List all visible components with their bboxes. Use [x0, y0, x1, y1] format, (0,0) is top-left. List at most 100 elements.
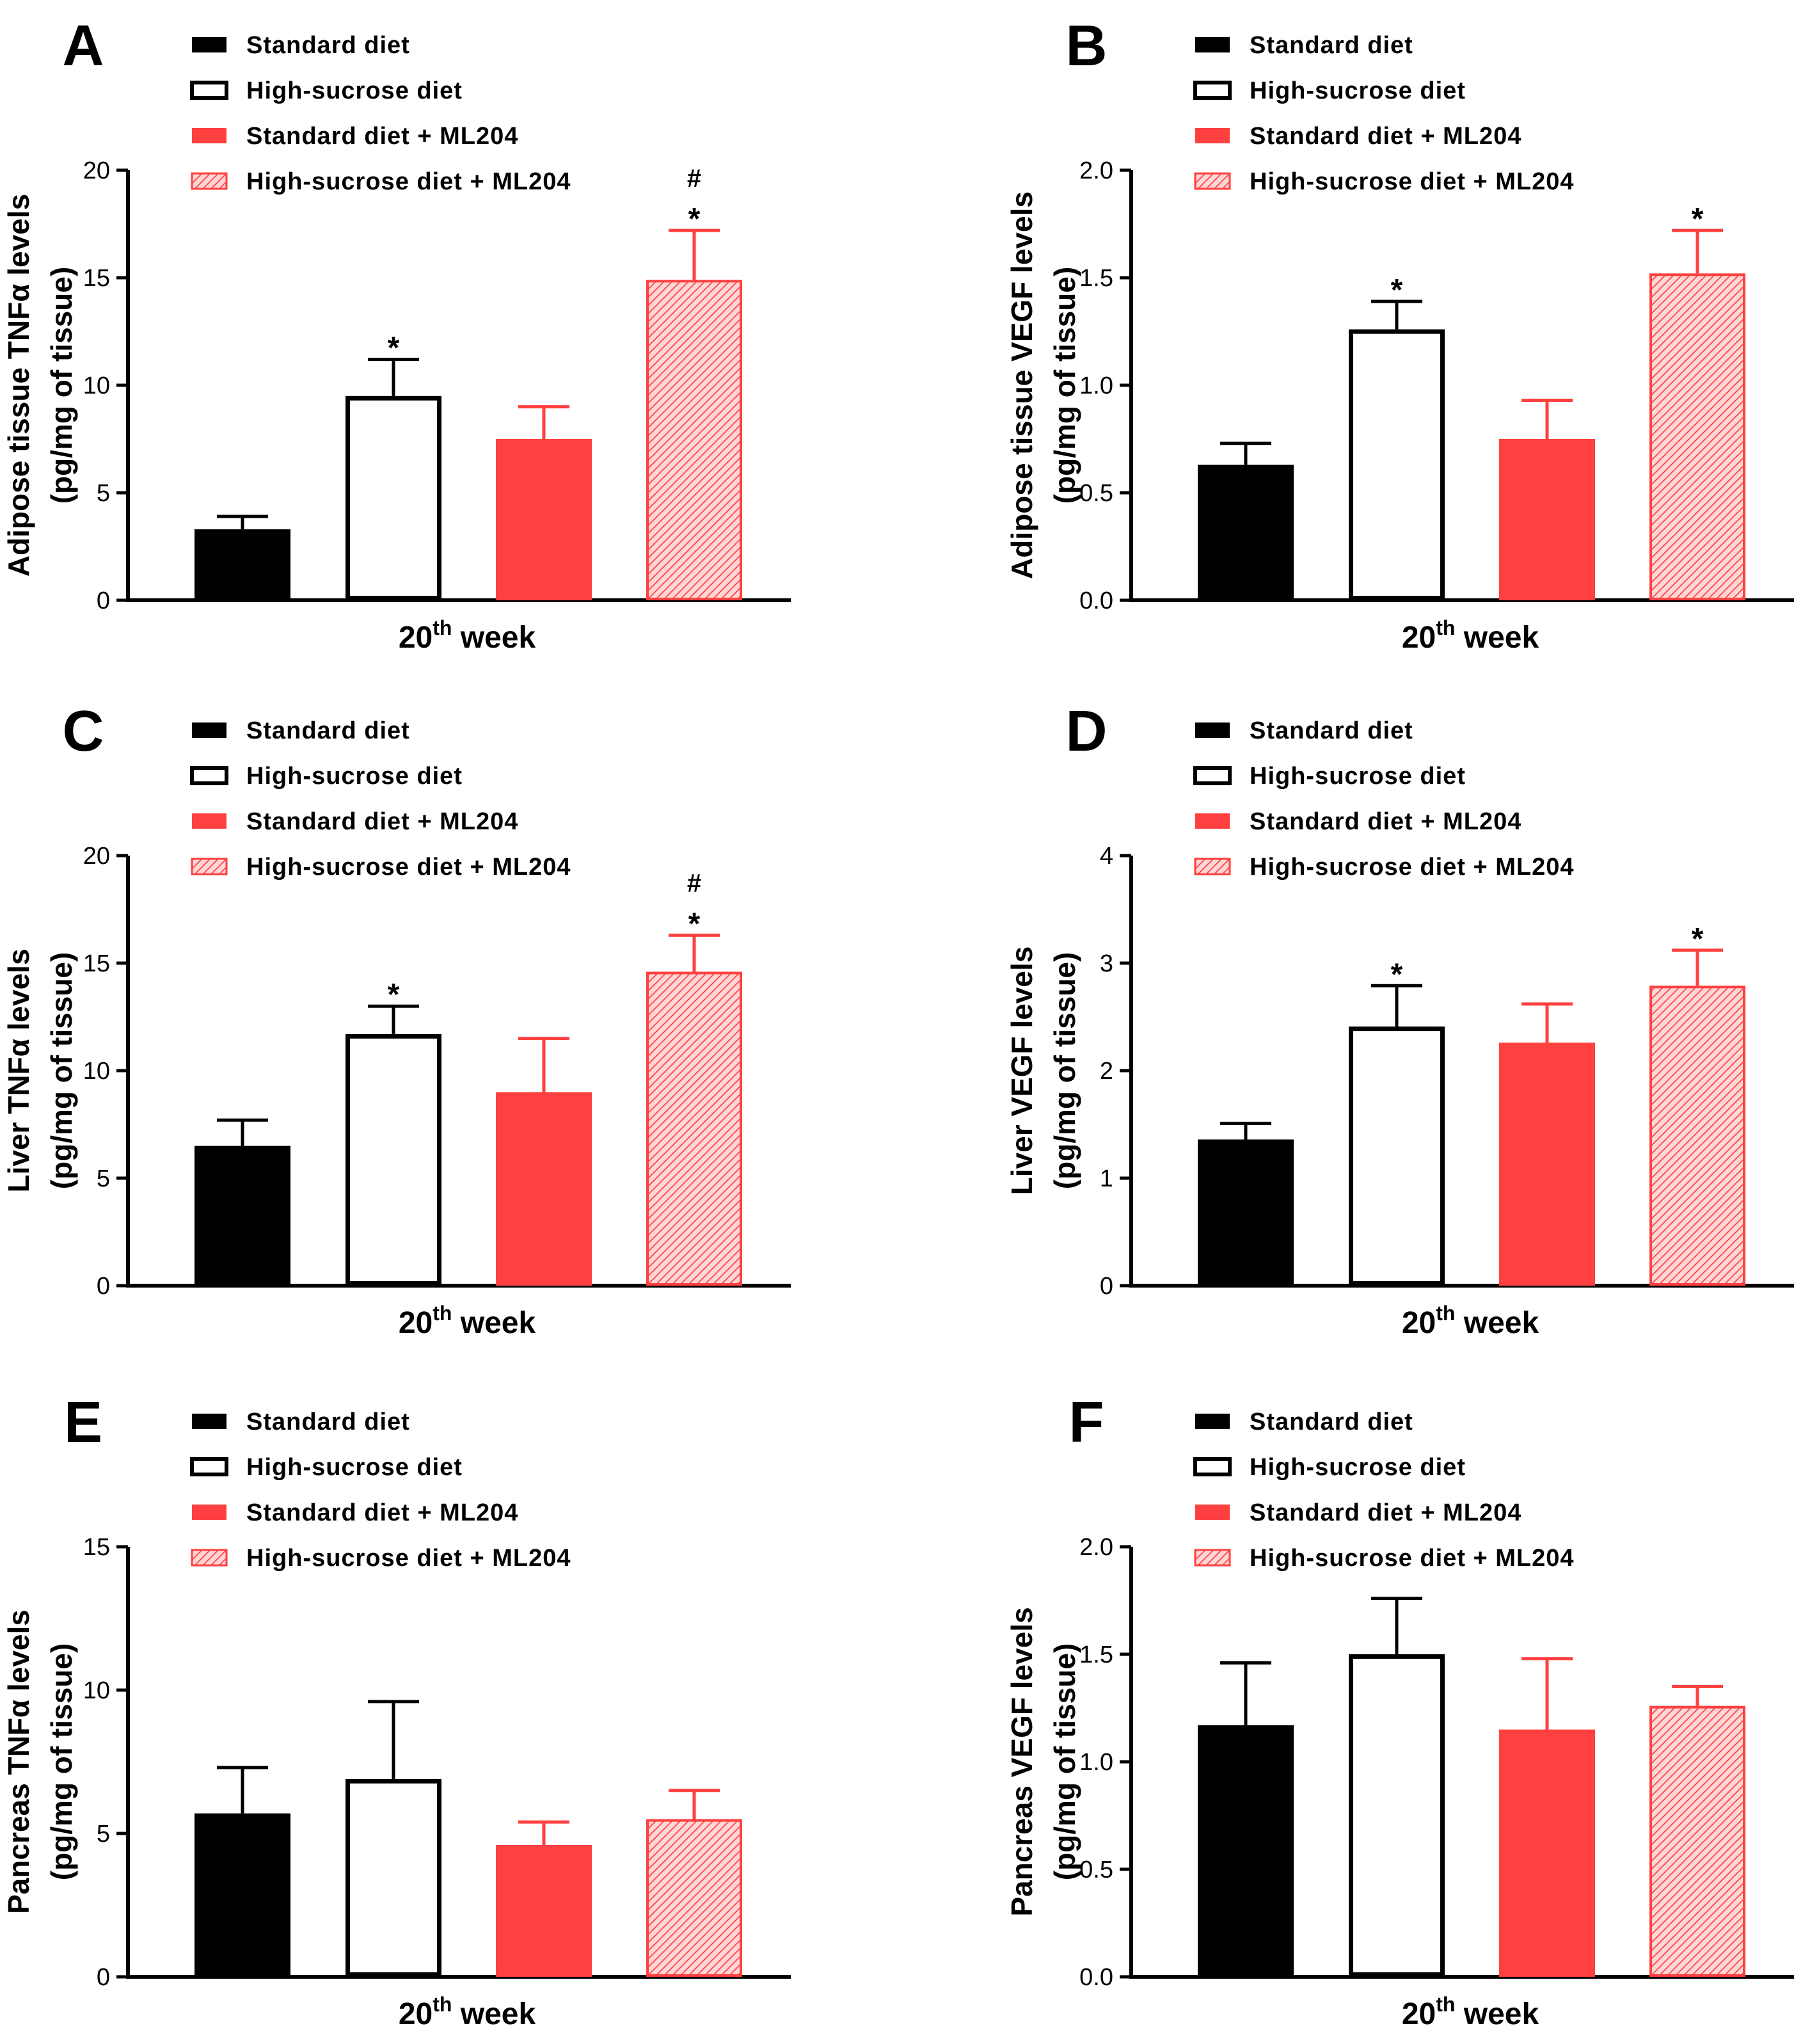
- legend-swatch: [1195, 37, 1230, 52]
- y-tick-label: 20: [83, 843, 110, 870]
- x-group-superscript: th: [433, 616, 452, 639]
- x-group-label: 20th week: [1402, 616, 1539, 655]
- x-group-label: 20th week: [399, 616, 536, 655]
- y-tick-label: 4: [1100, 843, 1113, 870]
- significance-star: *: [1391, 957, 1403, 991]
- panel-letter: E: [64, 1391, 102, 1455]
- y-axis-label: Adipose tissue TNFα levels: [2, 194, 35, 577]
- y-tick-label: 5: [97, 1165, 110, 1192]
- panel-E: E Standard diet High-sucrose diet Standard …: [2, 1391, 791, 2031]
- legend-label: High-sucrose diet: [1250, 77, 1466, 104]
- y-axis-label-units: (pg/mg of tissue): [45, 1643, 78, 1881]
- y-tick-label: 5: [97, 1821, 110, 1848]
- legend-label: High-sucrose diet + ML204: [1250, 168, 1575, 195]
- y-tick-label: 15: [83, 1534, 110, 1561]
- panel-letter: C: [63, 699, 104, 763]
- legend-swatch: [1195, 723, 1230, 738]
- y-tick-label: 15: [83, 950, 110, 977]
- y-tick-label: 0.0: [1079, 587, 1113, 614]
- legend-swatch: [1194, 172, 1231, 190]
- bar: [1649, 986, 1745, 1286]
- legend-label: Standard diet: [1250, 1409, 1413, 1435]
- significance-star: *: [688, 202, 701, 236]
- legend-swatch: [190, 81, 228, 100]
- panel-C: C Standard diet High-sucrose diet Standard …: [2, 699, 791, 1340]
- legend-swatch: [1194, 1549, 1231, 1567]
- legend-swatch: [191, 172, 228, 190]
- bar: [646, 1819, 742, 1977]
- legend-swatch: [1195, 128, 1230, 143]
- legend-swatch: [191, 1549, 228, 1567]
- panel-A: A Standard diet High-sucrose diet Standard …: [2, 14, 791, 655]
- y-tick-label: 3: [1100, 950, 1113, 977]
- panel-letter: F: [1069, 1391, 1104, 1455]
- legend-label: Standard diet: [1250, 32, 1413, 59]
- x-group-suffix: week: [1455, 621, 1539, 655]
- legend-swatch: [192, 813, 226, 829]
- legend-swatch: [1195, 813, 1230, 829]
- legend-label: Standard diet + ML204: [1250, 808, 1521, 835]
- legend-label: Standard diet: [1250, 717, 1413, 744]
- x-group-suffix: week: [1455, 1997, 1539, 2031]
- bar: [195, 1813, 290, 1977]
- y-tick-label: 0: [97, 1273, 110, 1300]
- y-tick-label: 0.0: [1079, 1964, 1113, 1991]
- bar: [1198, 1139, 1294, 1286]
- legend-label: Standard diet + ML204: [246, 1499, 518, 1526]
- y-tick-label: 1.5: [1079, 1641, 1113, 1668]
- legend-label: Standard diet + ML204: [246, 808, 518, 835]
- legend-swatch: [192, 1414, 226, 1429]
- legend-swatch: [192, 37, 226, 52]
- legend-swatch: [1193, 766, 1232, 785]
- y-axis-label: Pancreas VEGF levels: [1005, 1607, 1038, 1916]
- y-tick-label: 0.5: [1079, 480, 1113, 507]
- bar: [496, 1092, 592, 1286]
- y-tick-label: 1: [1100, 1165, 1113, 1192]
- bar: [346, 1034, 441, 1286]
- x-group-superscript: th: [1436, 1302, 1455, 1325]
- legend-label: High-sucrose diet + ML204: [1250, 1545, 1575, 1572]
- bar: [646, 280, 742, 600]
- bar: [195, 529, 290, 600]
- legend-swatch: [1195, 1414, 1230, 1429]
- legend-label: High-sucrose diet: [1250, 763, 1466, 790]
- legend-swatch: [190, 1457, 228, 1476]
- x-group-label: 20th week: [399, 1993, 536, 2031]
- bar: [646, 971, 742, 1286]
- y-tick-label: 2.0: [1079, 1534, 1113, 1561]
- legend-swatch: [191, 858, 228, 875]
- panel-letter: D: [1066, 699, 1108, 763]
- y-tick-label: 10: [83, 1058, 110, 1085]
- legend-swatch: [192, 1505, 226, 1520]
- x-group-number: 20: [1402, 621, 1436, 655]
- legend-swatch: [1194, 858, 1231, 875]
- legend-label: Standard diet: [246, 32, 410, 59]
- y-axis-label-units: (pg/mg of tissue): [1048, 267, 1081, 504]
- legend-label: Standard diet + ML204: [246, 123, 518, 150]
- y-tick-label: 1.0: [1079, 372, 1113, 399]
- bar: [1198, 1725, 1294, 1977]
- y-axis-label: Liver TNFα levels: [2, 948, 35, 1192]
- legend-label: High-sucrose diet + ML204: [246, 1545, 571, 1572]
- y-axis-label: Pancreas TNFα levels: [2, 1609, 35, 1914]
- significance-star: *: [388, 331, 400, 365]
- legend-swatch: [1195, 1505, 1230, 1520]
- x-group-superscript: th: [1436, 616, 1455, 639]
- bar: [1349, 1654, 1445, 1977]
- bar: [1499, 439, 1595, 600]
- legend-label: High-sucrose diet + ML204: [1250, 854, 1575, 881]
- bar: [1649, 273, 1745, 600]
- legend-label: High-sucrose diet + ML204: [246, 168, 571, 195]
- y-axis-label: Adipose tissue VEGF levels: [1005, 191, 1038, 579]
- bar: [496, 439, 592, 600]
- bar: [1198, 465, 1294, 600]
- significance-hash: #: [687, 869, 701, 897]
- legend-label: High-sucrose diet + ML204: [246, 854, 571, 881]
- legend-swatch: [190, 766, 228, 785]
- panel-B: B Standard diet High-sucrose diet Standard …: [1005, 14, 1794, 655]
- significance-star: *: [688, 907, 701, 941]
- legend-label: High-sucrose diet: [246, 77, 463, 104]
- y-axis-label-units: (pg/mg of tissue): [45, 267, 78, 504]
- y-tick-label: 5: [97, 480, 110, 507]
